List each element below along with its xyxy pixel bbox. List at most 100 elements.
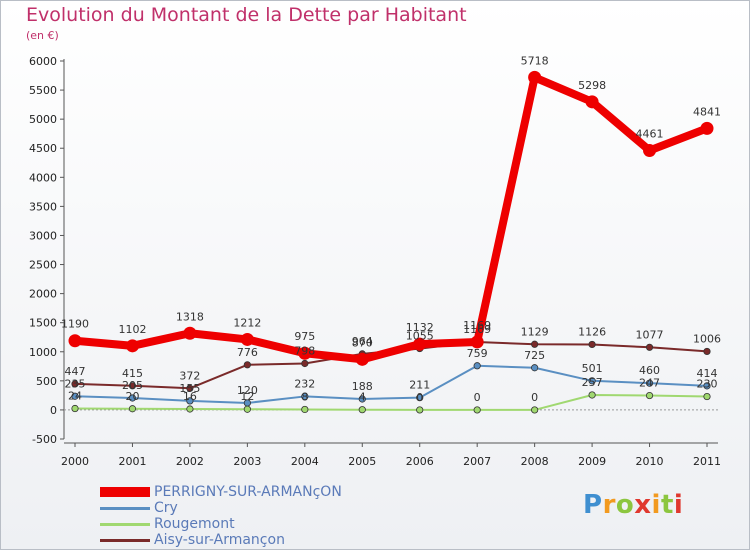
proxiti-logo[interactable]: Proxiti — [583, 490, 684, 520]
data-label: 1318 — [176, 310, 204, 323]
data-point — [243, 405, 251, 413]
data-label: 5718 — [521, 54, 549, 67]
x-tick-label: 2008 — [521, 455, 549, 468]
x-tick-label: 2004 — [291, 455, 319, 468]
data-point — [301, 392, 309, 401]
data-point — [416, 394, 424, 402]
y-tick-label: 4500 — [29, 142, 57, 155]
legend-label: Aisy-sur-Armançon — [154, 532, 285, 548]
data-label: 776 — [237, 346, 258, 359]
data-label: 1077 — [636, 328, 664, 341]
series-line — [74, 364, 708, 404]
data-label: 975 — [294, 330, 315, 343]
y-tick-label: 5500 — [29, 84, 57, 97]
data-label: 1212 — [233, 316, 261, 329]
legend-swatch — [100, 487, 150, 497]
data-label: 188 — [352, 380, 373, 393]
data-label: 205 — [122, 379, 143, 392]
data-label: 460 — [639, 364, 660, 377]
data-point — [358, 395, 366, 403]
data-point — [186, 405, 194, 413]
y-tick-label: 2500 — [29, 259, 57, 272]
x-tick-label: 2002 — [176, 455, 204, 468]
data-point — [531, 364, 539, 372]
data-point — [243, 399, 251, 407]
data-point — [413, 337, 427, 351]
data-label: 0 — [531, 391, 538, 404]
data-label: 120 — [237, 384, 258, 397]
data-label: 235 — [65, 377, 86, 390]
data-label: 1169 — [463, 319, 491, 332]
data-point — [703, 392, 711, 401]
data-point — [531, 406, 539, 414]
y-tick-label: 0 — [50, 404, 57, 417]
data-label: 155 — [179, 382, 200, 395]
data-label: 1102 — [118, 323, 146, 336]
data-label: 414 — [697, 367, 718, 380]
x-tick-label: 2009 — [578, 455, 606, 468]
line-chart: -500050010001500200025003000350040004500… — [29, 54, 721, 468]
data-label: 24 — [68, 390, 82, 403]
data-label: 759 — [467, 347, 488, 360]
x-tick-label: 2010 — [636, 455, 664, 468]
data-label: 8 — [301, 390, 308, 403]
y-tick-label: 1000 — [29, 346, 57, 359]
data-point — [183, 326, 197, 340]
legend-swatch — [100, 522, 150, 526]
y-tick-label: 5000 — [29, 113, 57, 126]
y-tick-label: 3000 — [29, 229, 57, 242]
data-point — [645, 379, 654, 387]
data-label: 1132 — [406, 321, 434, 334]
data-point — [700, 121, 714, 135]
data-point — [703, 382, 711, 390]
data-point — [298, 346, 312, 360]
data-point — [68, 334, 82, 348]
legend-label: Cry — [154, 500, 178, 516]
data-label: 870 — [352, 336, 373, 349]
data-label: 0 — [474, 391, 481, 404]
data-point — [186, 397, 194, 405]
x-tick-label: 2000 — [61, 455, 89, 468]
chart-subtitle: (en €) — [26, 29, 59, 42]
data-label: 0 — [416, 391, 423, 404]
data-point — [128, 405, 137, 413]
x-tick-label: 2001 — [118, 455, 146, 468]
x-tick-label: 2003 — [233, 455, 261, 468]
data-point — [71, 380, 79, 388]
y-tick-label: 500 — [36, 375, 57, 388]
data-point — [643, 143, 657, 157]
x-tick-label: 2006 — [406, 455, 434, 468]
data-point — [645, 343, 654, 351]
legend-item: Rougemont — [100, 516, 342, 532]
data-label: 447 — [65, 365, 86, 378]
data-label: 501 — [582, 362, 603, 375]
data-point — [416, 406, 424, 414]
data-point — [125, 339, 139, 353]
series-line — [71, 73, 711, 364]
legend-swatch — [100, 538, 150, 542]
data-label: 5298 — [578, 79, 606, 92]
data-label: 1190 — [61, 318, 89, 331]
data-point — [301, 359, 309, 368]
data-label: 230 — [697, 378, 718, 391]
data-point — [645, 391, 654, 400]
data-label: 1006 — [693, 332, 721, 345]
data-point — [240, 332, 254, 346]
legend-label: PERRIGNY-SUR-ARMANçON — [154, 484, 342, 500]
data-label: 372 — [179, 369, 200, 382]
data-label: 415 — [122, 367, 143, 380]
data-point — [358, 406, 366, 414]
data-point — [71, 404, 79, 413]
legend-label: Rougemont — [154, 516, 235, 532]
data-point — [588, 391, 596, 399]
data-label: 964 — [352, 335, 373, 348]
data-point — [473, 406, 481, 414]
data-point — [588, 377, 596, 385]
legend-item: Cry — [100, 500, 342, 516]
series-line — [74, 393, 708, 411]
data-label: 247 — [639, 377, 660, 390]
data-point — [588, 340, 596, 349]
data-label: 232 — [294, 377, 315, 390]
data-point — [531, 340, 539, 348]
x-tick-label: 2011 — [693, 455, 721, 468]
